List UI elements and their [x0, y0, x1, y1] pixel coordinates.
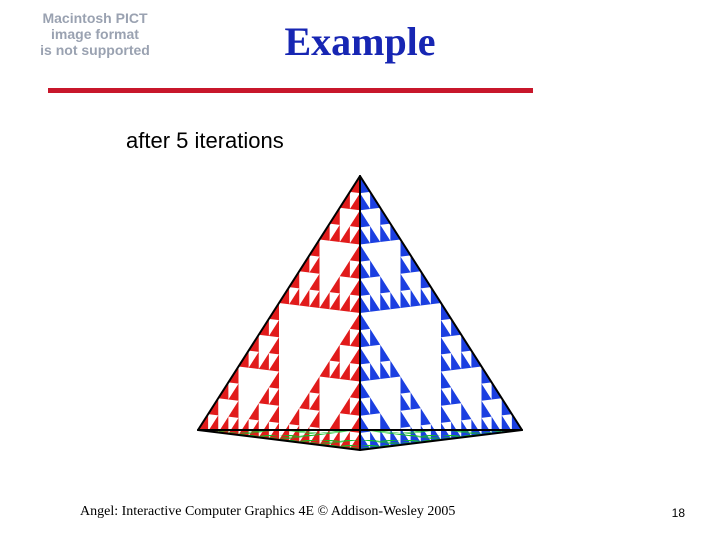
page-number: 18: [672, 506, 685, 520]
sierpinski-figure: [190, 168, 530, 458]
slide-title: Example: [0, 18, 720, 65]
caption: after 5 iterations: [126, 128, 284, 154]
title-underline: [48, 88, 533, 93]
footer-text: Angel: Interactive Computer Graphics 4E …: [80, 504, 455, 520]
slide: Macintosh PICT image format is not suppo…: [0, 0, 720, 540]
sierpinski-svg: [190, 168, 530, 458]
